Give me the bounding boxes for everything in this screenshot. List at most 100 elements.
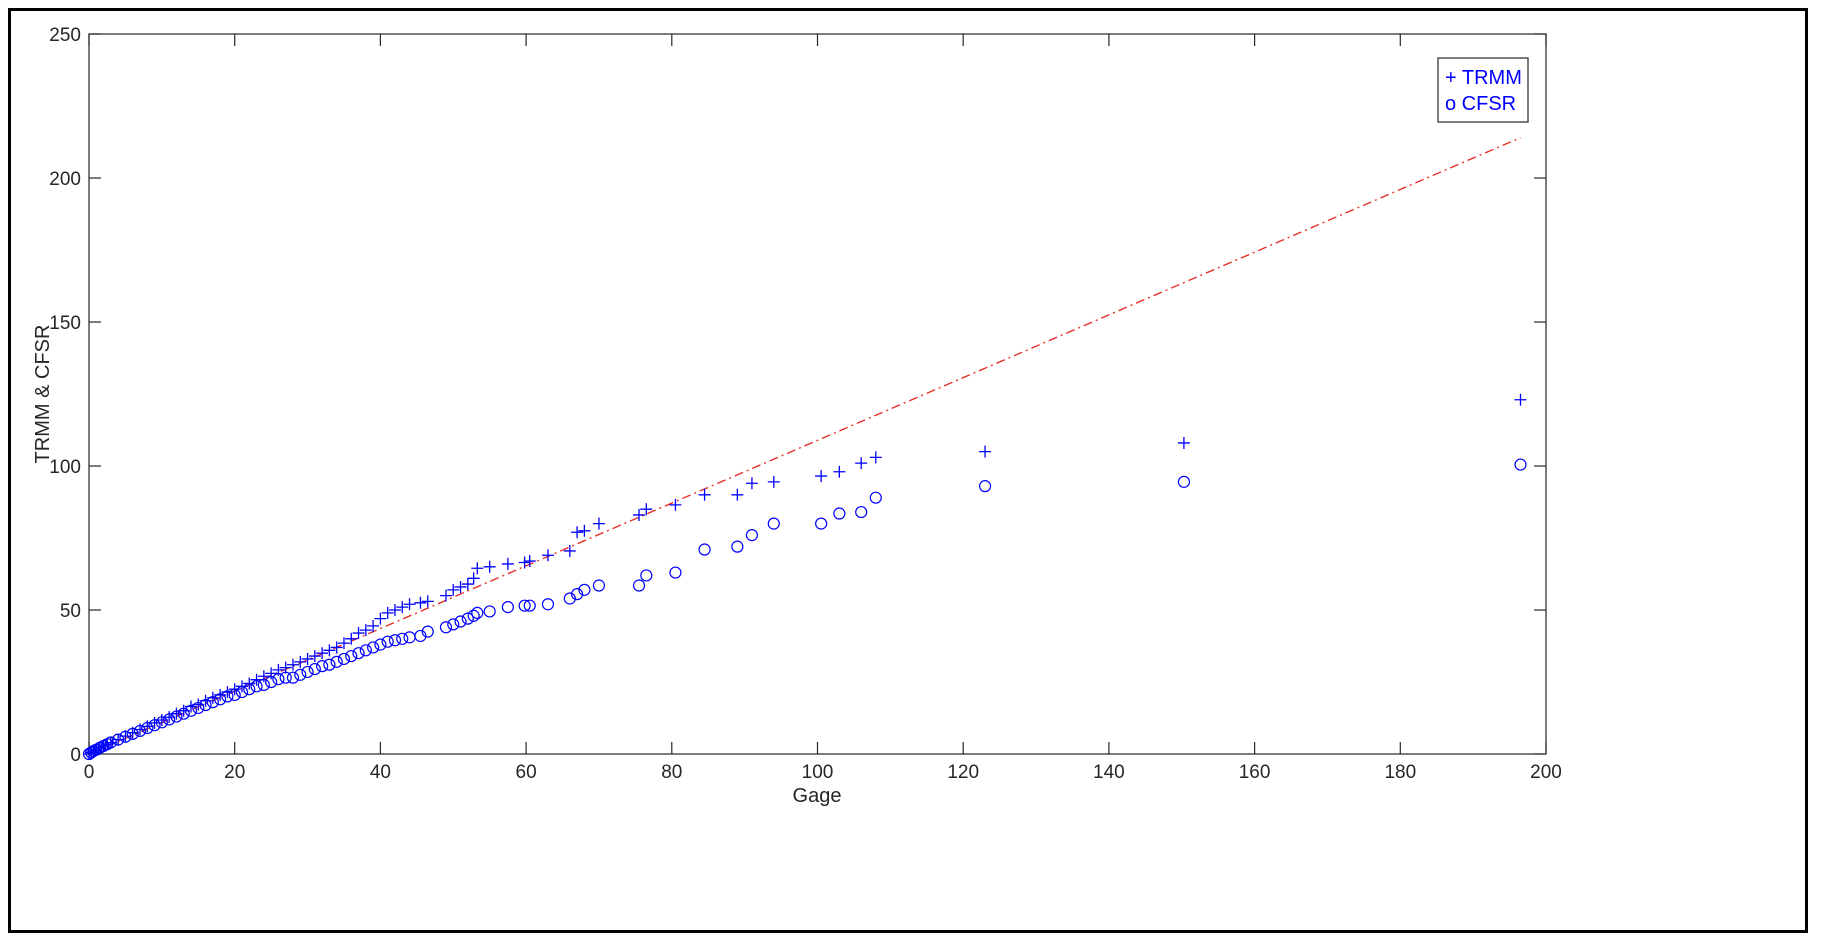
trmm-point xyxy=(523,555,536,568)
cfsr-point xyxy=(177,707,190,720)
cfsr-point xyxy=(243,683,256,696)
cfsr-point xyxy=(265,675,278,689)
cfsr-point xyxy=(447,618,460,631)
trmm-point xyxy=(731,488,744,501)
trmm-point xyxy=(1514,393,1527,406)
trmm-point xyxy=(421,595,434,608)
cfsr-point xyxy=(141,721,154,735)
trmm-point xyxy=(396,601,409,614)
cfsr-point xyxy=(192,701,205,715)
cfsr-point xyxy=(471,606,484,619)
trmm-point xyxy=(119,730,132,743)
legend-entry-cfsr: o CFSR xyxy=(1445,93,1516,115)
trmm-point xyxy=(869,451,882,464)
trmm-point xyxy=(501,557,514,570)
cfsr-point xyxy=(170,710,183,723)
cfsr-point xyxy=(155,716,168,729)
cfsr-point xyxy=(833,507,846,520)
trmm-point xyxy=(518,556,531,569)
trmm-point xyxy=(454,580,467,593)
trmm-point xyxy=(381,606,394,619)
x-tick-label: 180 xyxy=(1384,762,1416,783)
trmm-point xyxy=(471,562,484,575)
cfsr-point xyxy=(126,727,139,740)
axis-ticks: 0 20 40 60 80 100 120 140 160 180 200 0 50 100 150 200 2… xyxy=(49,25,1562,783)
trmm-point xyxy=(374,612,387,625)
cfsr-point xyxy=(359,644,372,657)
cfsr-point xyxy=(467,609,480,622)
cfsr-point xyxy=(563,592,576,605)
trmm-point xyxy=(388,604,401,616)
cfsr-point xyxy=(148,719,161,732)
x-axis-label: Gage xyxy=(793,785,842,807)
trmm-point xyxy=(833,465,846,478)
trmm-point xyxy=(1177,436,1190,449)
trmm-point xyxy=(104,736,117,749)
cfsr-point xyxy=(323,658,336,671)
cfsr-point xyxy=(669,566,682,579)
y-axis-label: TRMM & CFSR xyxy=(32,325,54,464)
trmm-point xyxy=(669,498,682,511)
trmm-point xyxy=(367,619,380,632)
cfsr-point xyxy=(541,598,555,611)
trmm-point xyxy=(286,658,299,671)
series-layer xyxy=(82,393,1527,761)
trmm-point xyxy=(148,716,161,729)
trmm-point xyxy=(592,517,605,530)
y-tick-label: 50 xyxy=(60,601,81,622)
cfsr-point xyxy=(286,671,300,684)
trmm-point xyxy=(439,589,452,602)
cfsr-point xyxy=(301,665,314,679)
x-tick-label: 0 xyxy=(84,762,95,783)
cfsr-point xyxy=(235,685,249,699)
legend-entry-trmm: + TRMM xyxy=(1445,67,1522,89)
cfsr-point xyxy=(184,704,198,717)
y-tick-label: 250 xyxy=(49,25,81,46)
trmm-point xyxy=(155,714,168,727)
trmm-point xyxy=(352,627,365,640)
cfsr-point xyxy=(163,713,176,726)
cfsr-point xyxy=(221,690,234,703)
y-tick-label: 0 xyxy=(70,745,81,766)
cfsr-point xyxy=(414,629,427,643)
trmm-point xyxy=(257,670,270,683)
trmm-point xyxy=(541,549,554,562)
cfsr-point xyxy=(767,517,780,530)
legend-box xyxy=(1437,57,1529,123)
cfsr-point xyxy=(112,733,125,746)
cfsr-point xyxy=(133,724,147,738)
cfsr-point xyxy=(745,529,759,542)
cfsr-point xyxy=(279,671,292,684)
cfsr-point xyxy=(272,673,285,686)
reference-line xyxy=(88,137,1521,755)
trmm-point xyxy=(294,655,307,668)
trmm-point xyxy=(163,711,176,724)
trmm-point xyxy=(330,641,343,654)
cfsr-point xyxy=(330,655,343,668)
trmm-point xyxy=(815,470,828,483)
cfsr-point xyxy=(367,641,380,654)
trmm-point xyxy=(461,578,474,591)
trmm-point xyxy=(323,644,336,657)
cfsr-point xyxy=(199,698,212,712)
trmm-point xyxy=(767,475,780,488)
cfsr-point xyxy=(228,688,241,702)
cfsr-point xyxy=(698,543,711,556)
x-tick-label: 160 xyxy=(1239,762,1271,783)
trmm-point xyxy=(359,624,372,637)
cfsr-point xyxy=(1514,458,1527,471)
trmm-point xyxy=(403,598,416,611)
y-tick-label: 100 xyxy=(49,457,81,478)
reference-line-layer xyxy=(88,137,1521,755)
figure-frame: 0 20 40 60 80 100 120 140 160 180 200 0 50 100 150 200 2… xyxy=(8,8,1808,933)
cfsr-point xyxy=(206,696,219,709)
cfsr-point xyxy=(731,540,744,553)
trmm-point xyxy=(467,572,480,585)
cfsr-point xyxy=(855,505,868,519)
cfsr-point xyxy=(570,588,584,601)
cfsr-point xyxy=(518,599,531,612)
trmm-point xyxy=(308,650,321,663)
cfsr-point xyxy=(345,649,358,663)
trmm-point xyxy=(563,544,576,557)
cfsr-point xyxy=(316,660,329,673)
